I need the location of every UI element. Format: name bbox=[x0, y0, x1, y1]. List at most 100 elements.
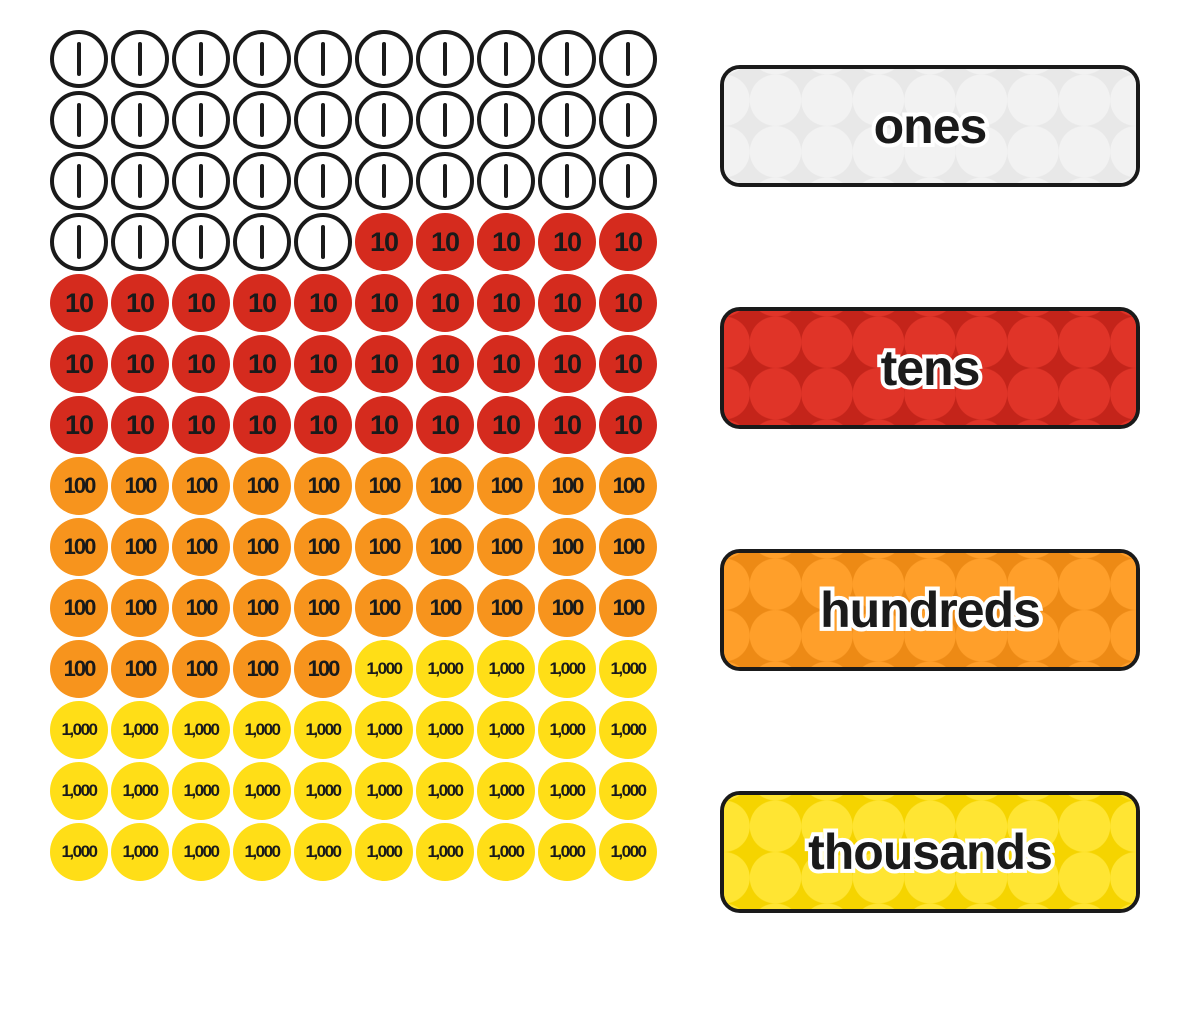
disc-grid: 1010101010101010101010101010101010101010… bbox=[50, 30, 660, 884]
ones-disc bbox=[538, 30, 596, 88]
label-text: thousands bbox=[808, 823, 1052, 881]
tens-disc: 10 bbox=[172, 274, 230, 332]
thousands-disc: 1,000 bbox=[355, 640, 413, 698]
thousands-disc: 1,000 bbox=[50, 823, 108, 881]
hundreds-disc: 100 bbox=[538, 518, 596, 576]
tens-disc: 10 bbox=[50, 396, 108, 454]
tens-disc: 10 bbox=[477, 213, 535, 271]
one-tally-icon bbox=[260, 42, 264, 76]
one-tally-icon bbox=[382, 42, 386, 76]
one-tally-icon bbox=[77, 42, 81, 76]
tens-disc: 10 bbox=[599, 335, 657, 393]
hundreds-disc: 100 bbox=[50, 457, 108, 515]
thousands-disc: 1,000 bbox=[355, 701, 413, 759]
disc-row bbox=[50, 91, 660, 149]
ones-disc bbox=[599, 91, 657, 149]
label-text-wrap: hundredshundreds bbox=[820, 581, 1040, 639]
tens-disc: 10 bbox=[233, 396, 291, 454]
tens-disc: 10 bbox=[172, 335, 230, 393]
one-tally-icon bbox=[382, 103, 386, 137]
thousands-disc: 1,000 bbox=[477, 762, 535, 820]
hundreds-disc: 100 bbox=[599, 579, 657, 637]
disc-row: 1001001001001001,0001,0001,0001,0001,000 bbox=[50, 640, 660, 698]
hundreds-disc: 100 bbox=[50, 518, 108, 576]
disc-row: 1,0001,0001,0001,0001,0001,0001,0001,000… bbox=[50, 701, 660, 759]
hundreds-disc: 100 bbox=[294, 579, 352, 637]
ones-disc bbox=[233, 91, 291, 149]
ones-disc bbox=[50, 30, 108, 88]
tens-disc: 10 bbox=[477, 335, 535, 393]
thousands-disc: 1,000 bbox=[50, 762, 108, 820]
tens-disc: 10 bbox=[111, 335, 169, 393]
hundreds-disc: 100 bbox=[355, 518, 413, 576]
hundreds-disc: 100 bbox=[172, 640, 230, 698]
tens-disc: 10 bbox=[477, 396, 535, 454]
thousands-disc: 1,000 bbox=[599, 701, 657, 759]
thousands-disc: 1,000 bbox=[355, 823, 413, 881]
tens-label-card: tenstens bbox=[720, 307, 1140, 429]
thousands-disc: 1,000 bbox=[416, 640, 474, 698]
ones-disc bbox=[599, 30, 657, 88]
tens-disc: 10 bbox=[355, 396, 413, 454]
one-tally-icon bbox=[626, 164, 630, 198]
tens-disc: 10 bbox=[111, 396, 169, 454]
tens-disc: 10 bbox=[477, 274, 535, 332]
hundreds-label-card: hundredshundreds bbox=[720, 549, 1140, 671]
thousands-disc: 1,000 bbox=[111, 823, 169, 881]
hundreds-disc: 100 bbox=[416, 457, 474, 515]
hundreds-disc: 100 bbox=[233, 457, 291, 515]
one-tally-icon bbox=[565, 103, 569, 137]
thousands-disc: 1,000 bbox=[416, 823, 474, 881]
disc-row: 10101010101010101010 bbox=[50, 335, 660, 393]
label-text-wrap: tenstens bbox=[881, 339, 980, 397]
disc-row: 1010101010 bbox=[50, 213, 660, 271]
tens-disc: 10 bbox=[111, 274, 169, 332]
tens-disc: 10 bbox=[599, 396, 657, 454]
thousands-label-card: thousandsthousands bbox=[720, 791, 1140, 913]
one-tally-icon bbox=[77, 164, 81, 198]
tens-disc: 10 bbox=[355, 274, 413, 332]
thousands-disc: 1,000 bbox=[294, 701, 352, 759]
hundreds-disc: 100 bbox=[111, 579, 169, 637]
ones-disc bbox=[111, 30, 169, 88]
hundreds-disc: 100 bbox=[50, 640, 108, 698]
thousands-disc: 1,000 bbox=[416, 762, 474, 820]
one-tally-icon bbox=[77, 103, 81, 137]
one-tally-icon bbox=[321, 103, 325, 137]
one-tally-icon bbox=[260, 103, 264, 137]
ones-disc bbox=[538, 91, 596, 149]
tens-disc: 10 bbox=[172, 396, 230, 454]
one-tally-icon bbox=[565, 164, 569, 198]
ones-disc bbox=[233, 30, 291, 88]
tens-disc: 10 bbox=[538, 335, 596, 393]
one-tally-icon bbox=[138, 103, 142, 137]
thousands-disc: 1,000 bbox=[172, 762, 230, 820]
thousands-disc: 1,000 bbox=[599, 823, 657, 881]
disc-row: 1,0001,0001,0001,0001,0001,0001,0001,000… bbox=[50, 823, 660, 881]
tens-disc: 10 bbox=[538, 274, 596, 332]
label-column: onesones tenstens hundredshundreds bbox=[720, 65, 1150, 1033]
ones-disc bbox=[294, 213, 352, 271]
disc-row: 100100100100100100100100100100 bbox=[50, 457, 660, 515]
hundreds-disc: 100 bbox=[599, 457, 657, 515]
tens-disc: 10 bbox=[233, 274, 291, 332]
tens-disc: 10 bbox=[416, 335, 474, 393]
one-tally-icon bbox=[443, 103, 447, 137]
label-text: ones bbox=[874, 97, 987, 155]
thousands-disc: 1,000 bbox=[477, 640, 535, 698]
hundreds-disc: 100 bbox=[111, 457, 169, 515]
thousands-disc: 1,000 bbox=[172, 701, 230, 759]
tens-disc: 10 bbox=[416, 396, 474, 454]
one-tally-icon bbox=[199, 225, 203, 259]
hundreds-disc: 100 bbox=[233, 579, 291, 637]
tens-disc: 10 bbox=[599, 213, 657, 271]
thousands-disc: 1,000 bbox=[599, 762, 657, 820]
tens-disc: 10 bbox=[538, 213, 596, 271]
ones-disc bbox=[50, 91, 108, 149]
ones-disc bbox=[294, 30, 352, 88]
ones-disc bbox=[50, 152, 108, 210]
ones-disc bbox=[111, 213, 169, 271]
tens-disc: 10 bbox=[416, 213, 474, 271]
tens-disc: 10 bbox=[233, 335, 291, 393]
ones-disc bbox=[172, 213, 230, 271]
